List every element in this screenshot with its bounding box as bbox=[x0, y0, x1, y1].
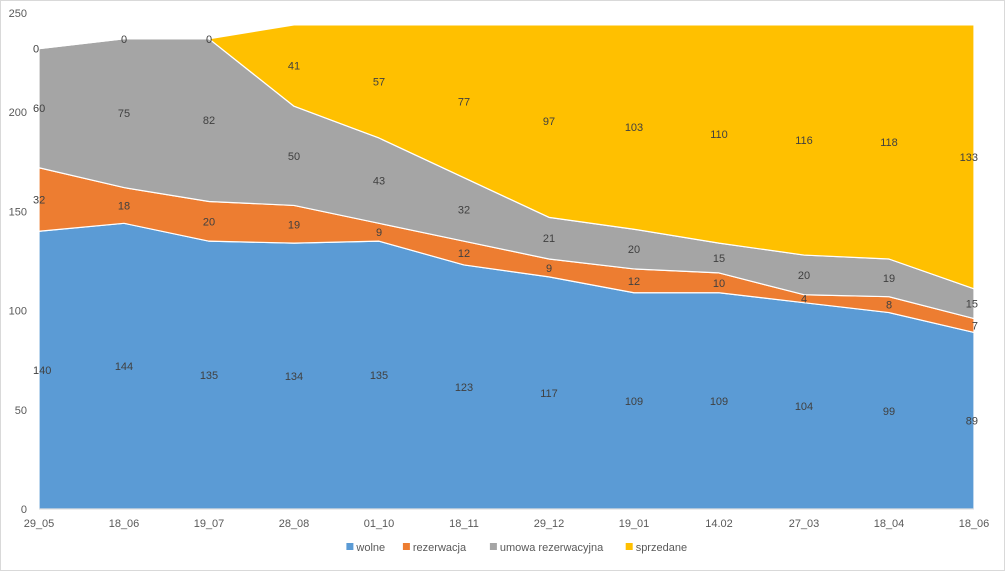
legend-swatch bbox=[402, 543, 410, 550]
data-label: 110 bbox=[710, 129, 728, 141]
legend-item[interactable]: umowa rezerwacyjna bbox=[489, 542, 604, 554]
data-label: 116 bbox=[795, 135, 813, 147]
data-label: 18 bbox=[118, 200, 130, 212]
y-tick-label: 250 bbox=[9, 8, 27, 20]
legend-label: umowa rezerwacyjna bbox=[500, 542, 604, 554]
data-label: 8 bbox=[886, 300, 892, 312]
legend-swatch bbox=[625, 543, 633, 550]
data-label: 134 bbox=[285, 371, 303, 383]
x-tick-label: 18_06 bbox=[109, 518, 140, 530]
legend-item[interactable]: wolne bbox=[346, 542, 385, 554]
legend-swatch bbox=[489, 543, 497, 550]
data-label: 118 bbox=[880, 137, 898, 149]
x-tick-label: 18_06 bbox=[959, 518, 990, 530]
data-label: 140 bbox=[33, 365, 51, 377]
data-label: 19 bbox=[288, 219, 300, 231]
y-tick-label: 50 bbox=[15, 405, 27, 417]
data-label: 43 bbox=[373, 176, 385, 188]
data-label: 57 bbox=[373, 76, 385, 88]
y-tick-label: 0 bbox=[21, 504, 27, 516]
x-tick-label: 29_05 bbox=[24, 518, 55, 530]
legend-item[interactable]: rezerwacja bbox=[402, 542, 467, 554]
data-label: 0 bbox=[121, 34, 127, 46]
data-label: 123 bbox=[455, 382, 473, 394]
data-label: 0 bbox=[33, 44, 39, 56]
data-label: 41 bbox=[288, 61, 300, 73]
data-label: 20 bbox=[628, 244, 640, 256]
data-label: 135 bbox=[370, 370, 388, 382]
y-tick-label: 150 bbox=[9, 206, 27, 218]
x-tick-label: 18_04 bbox=[874, 518, 905, 530]
data-label: 144 bbox=[115, 361, 133, 373]
data-label: 20 bbox=[798, 270, 810, 282]
data-label: 9 bbox=[376, 227, 382, 239]
data-label: 7 bbox=[972, 320, 978, 332]
x-tick-label: 18_11 bbox=[449, 518, 479, 530]
legend: wolne rezerwacja umowa rezerwacyjna sprzeda… bbox=[346, 542, 687, 554]
data-label: 19 bbox=[883, 273, 895, 285]
data-label: 109 bbox=[625, 396, 643, 408]
data-label: 75 bbox=[118, 108, 130, 120]
legend-label: rezerwacja bbox=[413, 542, 467, 554]
data-label: 20 bbox=[203, 216, 215, 228]
x-tick-label: 28_08 bbox=[279, 518, 310, 530]
x-tick-label: 27_03 bbox=[789, 518, 820, 530]
data-label: 32 bbox=[33, 194, 45, 206]
y-tick-label: 200 bbox=[9, 107, 27, 119]
x-tick-label: 01_10 bbox=[364, 518, 395, 530]
y-tick-label: 100 bbox=[9, 306, 27, 318]
data-label: 82 bbox=[203, 115, 215, 127]
data-label: 21 bbox=[543, 233, 555, 245]
data-label: 109 bbox=[710, 396, 728, 408]
data-label: 15 bbox=[966, 299, 978, 311]
data-label: 0 bbox=[206, 34, 212, 46]
data-label: 9 bbox=[546, 263, 552, 275]
data-label: 104 bbox=[795, 401, 813, 413]
data-label: 103 bbox=[625, 122, 643, 134]
data-label: 97 bbox=[543, 116, 555, 128]
x-tick-label: 19_07 bbox=[194, 518, 225, 530]
area-sprzedane bbox=[38, 24, 975, 290]
x-tick-label: 19_01 bbox=[619, 518, 650, 530]
data-label: 10 bbox=[713, 278, 725, 290]
data-label: 32 bbox=[458, 204, 470, 216]
data-label: 89 bbox=[966, 416, 978, 428]
data-label: 77 bbox=[458, 96, 470, 108]
data-label: 99 bbox=[883, 406, 895, 418]
data-label: 60 bbox=[33, 103, 45, 115]
data-label: 135 bbox=[200, 370, 218, 382]
data-label: 12 bbox=[628, 276, 640, 288]
x-tick-label: 14.02 bbox=[705, 518, 733, 530]
areas-group bbox=[38, 24, 975, 510]
data-label: 133 bbox=[960, 152, 978, 164]
data-label: 4 bbox=[801, 294, 807, 306]
x-tick-label: 29_12 bbox=[534, 518, 565, 530]
data-label: 50 bbox=[288, 151, 300, 163]
legend-label: sprzedane bbox=[636, 542, 687, 554]
data-label: 15 bbox=[713, 253, 725, 265]
data-label: 12 bbox=[458, 248, 470, 260]
data-label: 117 bbox=[540, 388, 558, 400]
legend-item[interactable]: sprzedane bbox=[625, 542, 687, 554]
legend-swatch bbox=[346, 543, 354, 550]
legend-label: wolne bbox=[355, 542, 385, 554]
